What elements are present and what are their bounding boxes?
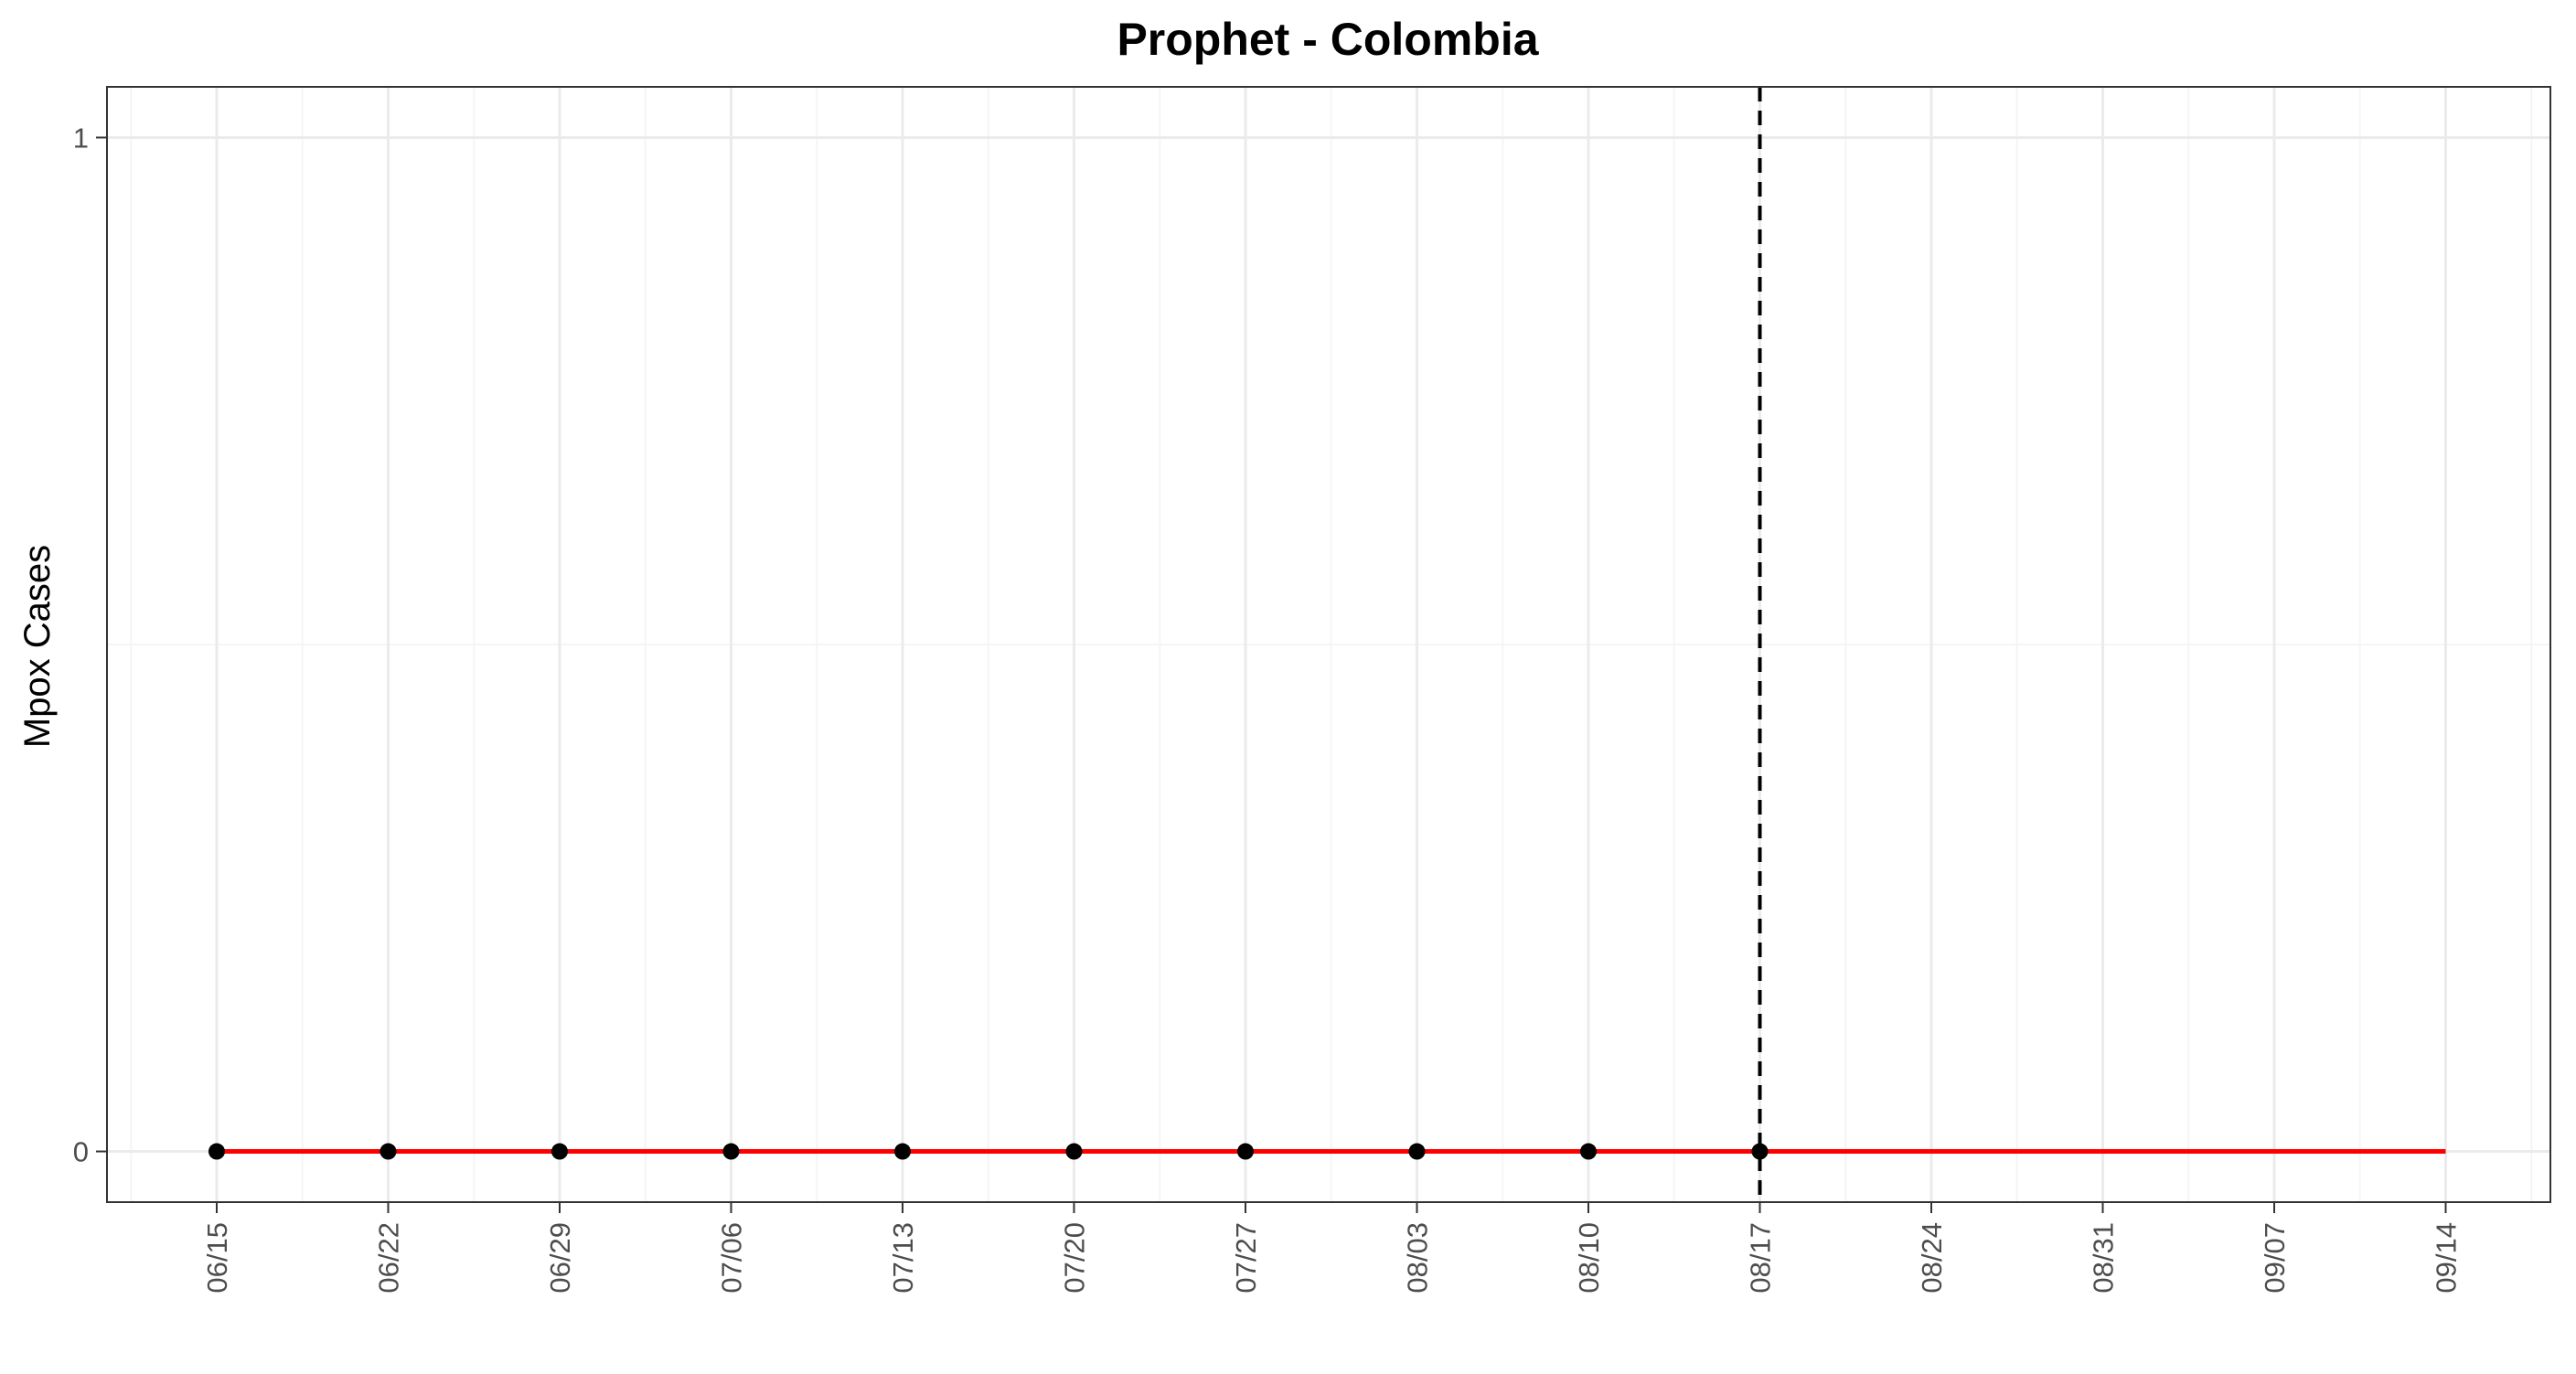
x-tick-label: 06/22	[373, 1222, 405, 1294]
x-tick-label: 06/29	[544, 1222, 576, 1294]
observed-point	[894, 1143, 911, 1160]
x-tick-label: 08/10	[1573, 1222, 1605, 1294]
x-tick-label: 09/14	[2431, 1222, 2463, 1294]
observed-point	[1580, 1143, 1597, 1160]
y-axis-label: Mpox Cases	[17, 545, 58, 748]
series-layer	[208, 1143, 2446, 1160]
y-tick-label: 1	[73, 122, 89, 154]
x-tick-label: 07/13	[887, 1222, 919, 1294]
x-tick-label: 09/07	[2259, 1222, 2291, 1294]
observed-point	[1237, 1143, 1254, 1160]
x-tick-label: 08/03	[1402, 1222, 1434, 1294]
x-tick-label: 08/24	[1916, 1222, 1948, 1294]
x-tick-label: 06/15	[201, 1222, 233, 1294]
observed-point	[1408, 1143, 1426, 1160]
chart-title: Prophet - Colombia	[1117, 14, 1539, 65]
x-tick-label: 07/06	[716, 1222, 748, 1294]
observed-point	[208, 1143, 225, 1160]
y-tick-label: 0	[73, 1136, 89, 1168]
grid-lines	[107, 87, 2550, 1202]
x-tick-label: 07/27	[1230, 1222, 1262, 1294]
x-tick-label: 08/17	[1745, 1222, 1777, 1294]
observed-point	[551, 1143, 568, 1160]
x-tick-label: 08/31	[2088, 1222, 2120, 1294]
x-tick-label: 07/20	[1059, 1222, 1091, 1294]
observed-point	[1751, 1143, 1769, 1160]
observed-point	[379, 1143, 397, 1160]
axes: 06/15 06/22 06/29 07/06 07/13 07/20 07/27 08/03…	[73, 122, 2463, 1293]
panel-border	[106, 86, 2551, 1203]
observed-point	[722, 1143, 740, 1160]
observed-point	[1065, 1143, 1083, 1160]
